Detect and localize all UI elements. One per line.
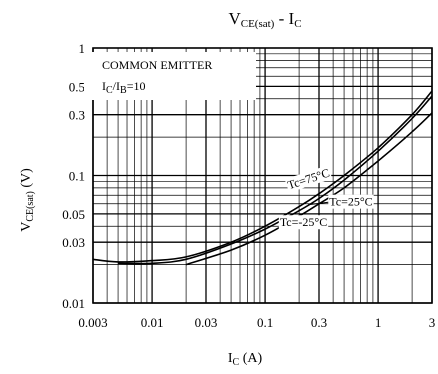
series-label-2: Tc=25°C xyxy=(329,195,372,209)
x-tick-label: 1 xyxy=(375,315,382,330)
x-tick-label: 0.3 xyxy=(311,315,327,330)
x-tick-label: 0.03 xyxy=(195,315,218,330)
y-tick-label: 0.05 xyxy=(62,207,85,222)
annotation-box xyxy=(84,52,256,100)
series-label-backdrop xyxy=(284,165,333,193)
series-labels: Tc=75°C Tc=25°CTc=-25°C xyxy=(278,165,374,230)
condition-common-emitter: COMMON EMITTER xyxy=(102,58,212,72)
y-tick-label: 0.3 xyxy=(69,108,85,123)
y-tick-label: 0.5 xyxy=(69,79,85,94)
y-tick-labels: 0.01 0.03 0.05 0.1 0.3 0.5 1 xyxy=(62,41,85,311)
plot-frame xyxy=(92,47,433,304)
curves xyxy=(92,90,433,266)
y-axis-label: VCE(sat) (V) xyxy=(19,168,36,232)
x-tick-labels: 0.003 0.01 0.03 0.1 0.3 1 3 xyxy=(78,315,435,330)
chart-title: VCE(sat) - IC xyxy=(228,9,301,30)
series-line-2 xyxy=(118,95,433,265)
series-label-backdrop xyxy=(328,194,374,209)
y-tick-label: 1 xyxy=(79,41,86,56)
series-label-1: Tc=75°C xyxy=(286,166,332,193)
x-tick-label: 0.01 xyxy=(141,315,164,330)
x-tick-label: 0.1 xyxy=(257,315,273,330)
y-tick-label: 0.1 xyxy=(69,169,85,184)
y-tick-label: 0.01 xyxy=(62,296,85,311)
x-tick-label: 0.003 xyxy=(78,315,107,330)
x-tick-label: 3 xyxy=(429,315,436,330)
y-tick-label: 0.03 xyxy=(62,235,85,250)
condition-ic-ib-ratio: IC/IB=10 xyxy=(102,79,145,96)
series-label-backdrop xyxy=(278,215,329,230)
series-label-3: Tc=-25°C xyxy=(280,215,327,229)
x-axis-label: IC (A) xyxy=(228,351,263,368)
